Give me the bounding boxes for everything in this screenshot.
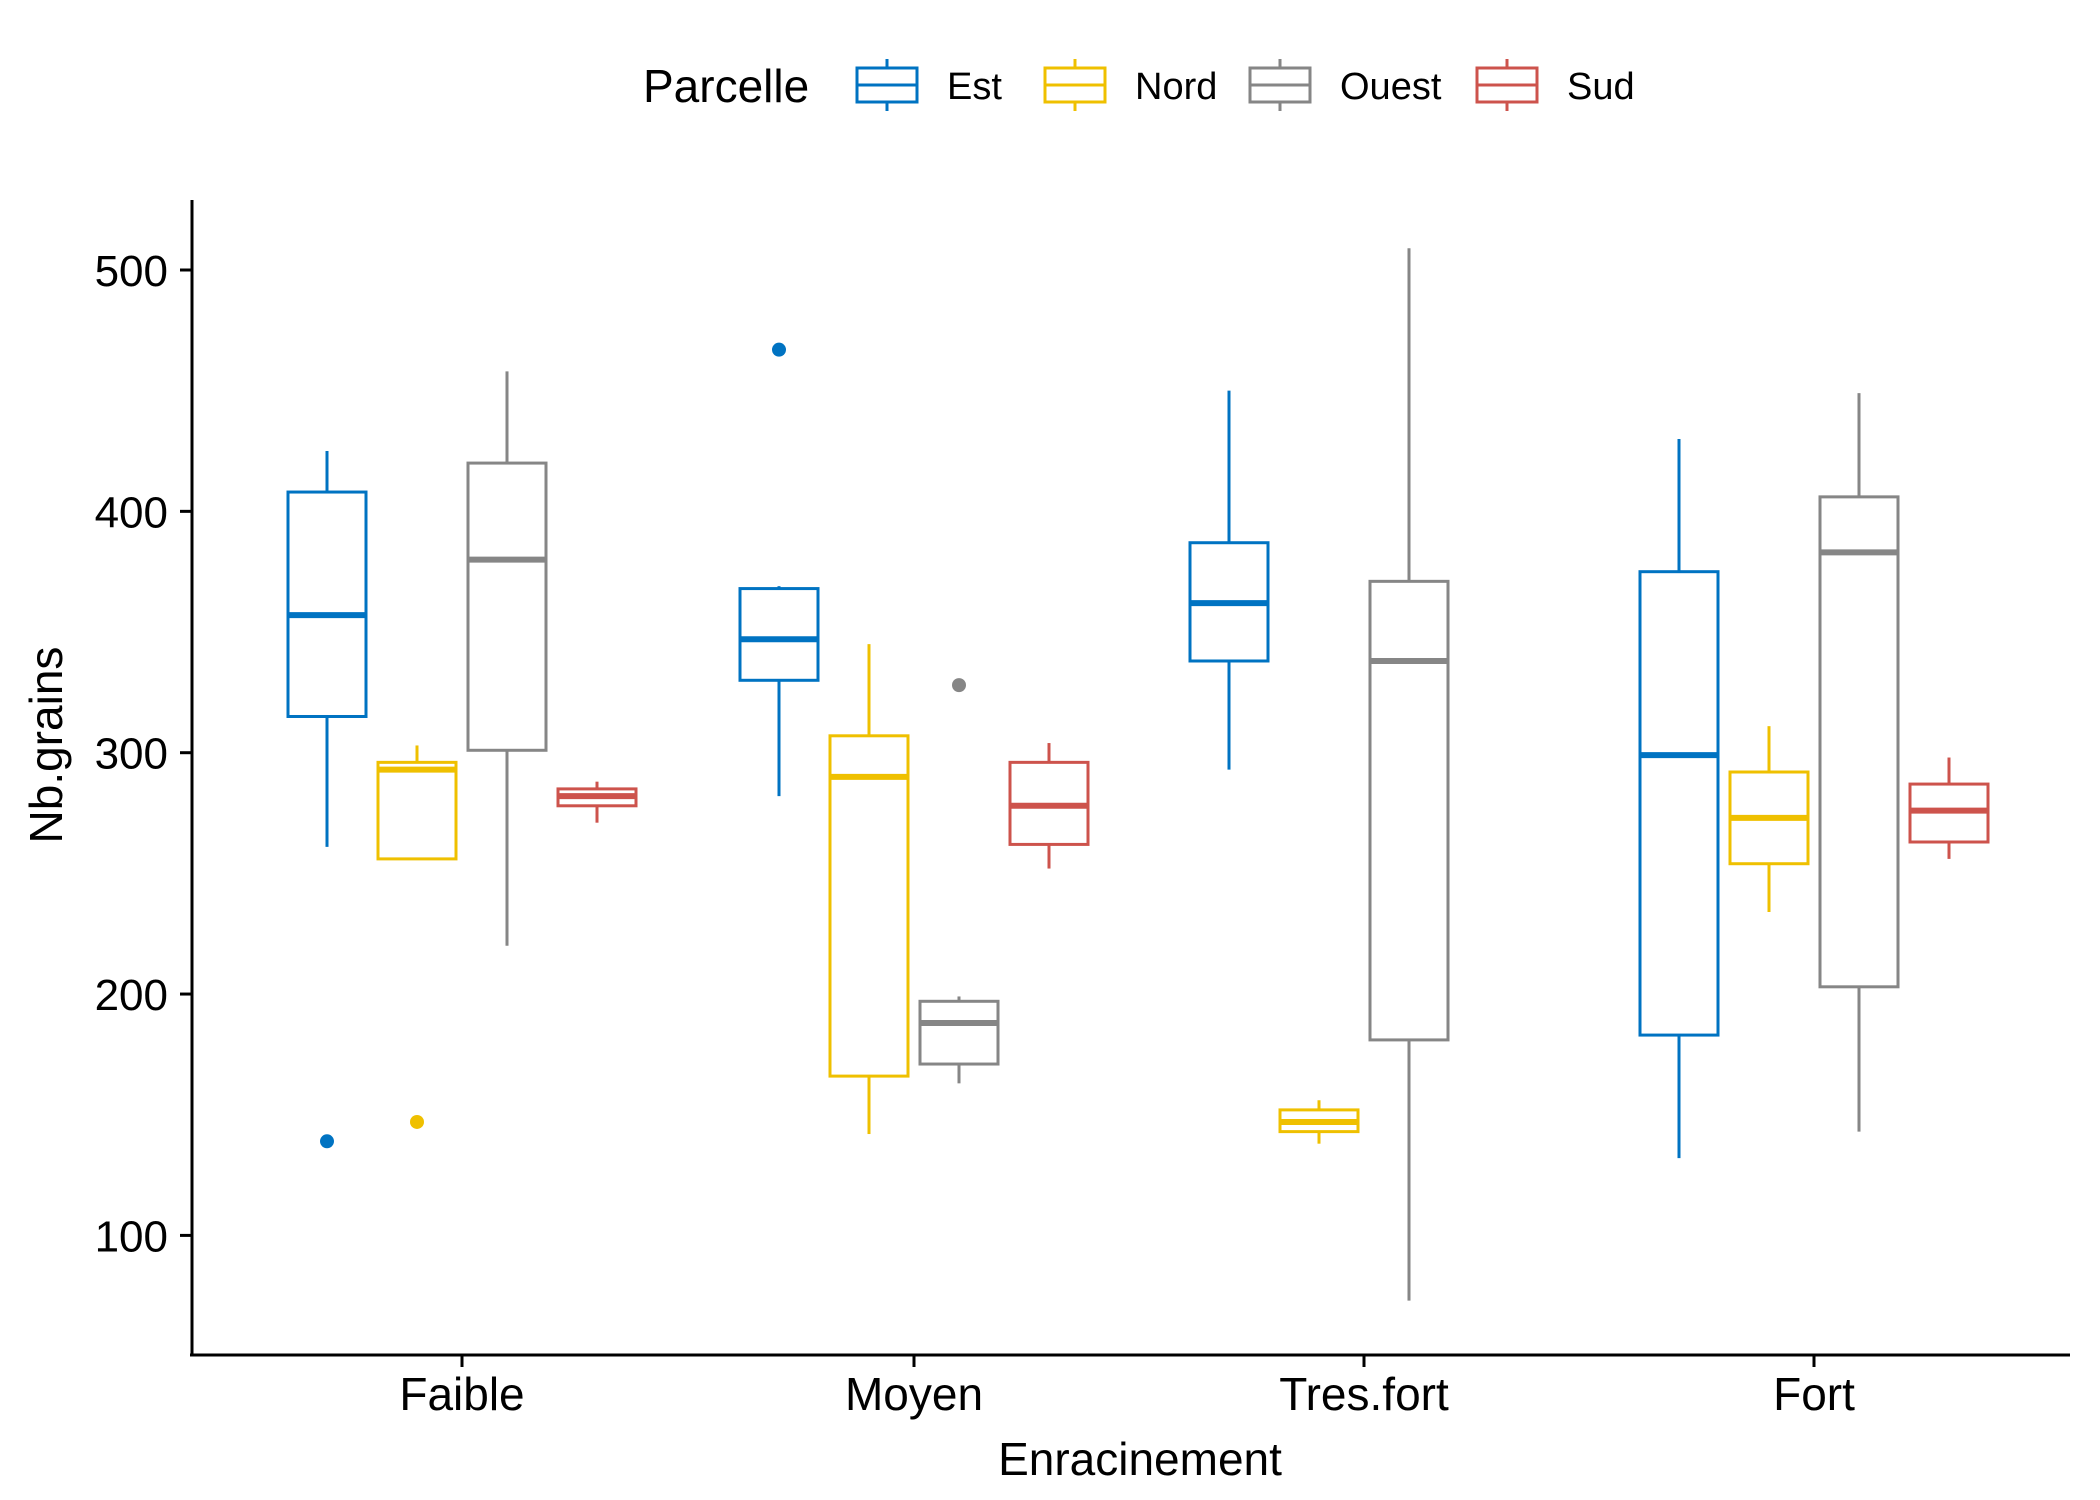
y-tick-label: 400: [95, 488, 168, 537]
box-ouest-moyen: [918, 678, 1000, 1084]
box-iqr: [828, 734, 910, 1078]
box-sud-moyen: [1008, 743, 1090, 869]
outlier-point: [410, 1114, 424, 1129]
box-iqr: [466, 461, 548, 752]
outlier-point: [952, 678, 966, 693]
legend: Parcelle Est Nord Ouest Sud: [643, 59, 1635, 112]
box-nord-fort: [1728, 726, 1810, 912]
legend-item-est: Est: [855, 59, 1002, 111]
box-ouest-tres-fort: [1368, 248, 1450, 1301]
box-iqr: [286, 490, 368, 718]
plot-area: [286, 248, 1990, 1301]
box-ouest-fort: [1818, 393, 1900, 1132]
legend-key: [1475, 59, 1539, 111]
x-tick-label: Fort: [1773, 1368, 1855, 1420]
box-iqr: [918, 999, 1000, 1066]
box-sud-fort: [1908, 757, 1990, 859]
x-tick-label: Tres.fort: [1279, 1368, 1449, 1420]
y-axis-ticks: 100 200 300 400 500: [95, 247, 192, 1261]
y-tick-label: 100: [95, 1212, 168, 1261]
legend-key: [1248, 59, 1312, 111]
outlier-point: [320, 1134, 334, 1149]
box-iqr: [1818, 495, 1900, 989]
y-tick-label: 500: [95, 247, 168, 296]
x-tick-label: Moyen: [845, 1368, 983, 1420]
box-iqr: [376, 760, 458, 861]
legend-label: Nord: [1135, 66, 1217, 108]
x-axis-ticks: Faible Moyen Tres.fort Fort: [399, 1355, 1855, 1420]
legend-title: Parcelle: [643, 60, 809, 112]
legend-key: [855, 59, 919, 111]
legend-label: Ouest: [1340, 66, 1442, 108]
box-nord-faible: [376, 745, 458, 1129]
x-axis-title: Enracinement: [998, 1433, 1282, 1485]
legend-key: [1043, 59, 1107, 111]
y-axis-title: Nb.grains: [20, 647, 72, 844]
box-est-moyen: [738, 342, 820, 797]
box-nord-tres-fort: [1278, 1100, 1360, 1144]
box-est-tres-fort: [1188, 390, 1270, 770]
x-tick-label: Faible: [399, 1368, 524, 1420]
box-iqr: [738, 587, 820, 682]
box-sud-faible: [556, 781, 638, 823]
box-est-faible: [286, 451, 368, 1149]
legend-item-nord: Nord: [1043, 59, 1217, 111]
y-tick-label: 200: [95, 971, 168, 1020]
legend-label: Est: [947, 66, 1002, 108]
legend-item-sud: Sud: [1475, 59, 1635, 111]
legend-label: Sud: [1567, 66, 1635, 108]
box-iqr: [1368, 579, 1450, 1042]
box-ouest-faible: [466, 371, 548, 946]
y-tick-label: 300: [95, 730, 168, 779]
outlier-point: [772, 342, 786, 357]
legend-item-ouest: Ouest: [1248, 59, 1442, 111]
box-iqr: [1638, 570, 1720, 1037]
box-nord-moyen: [828, 644, 910, 1135]
box-est-fort: [1638, 438, 1720, 1159]
